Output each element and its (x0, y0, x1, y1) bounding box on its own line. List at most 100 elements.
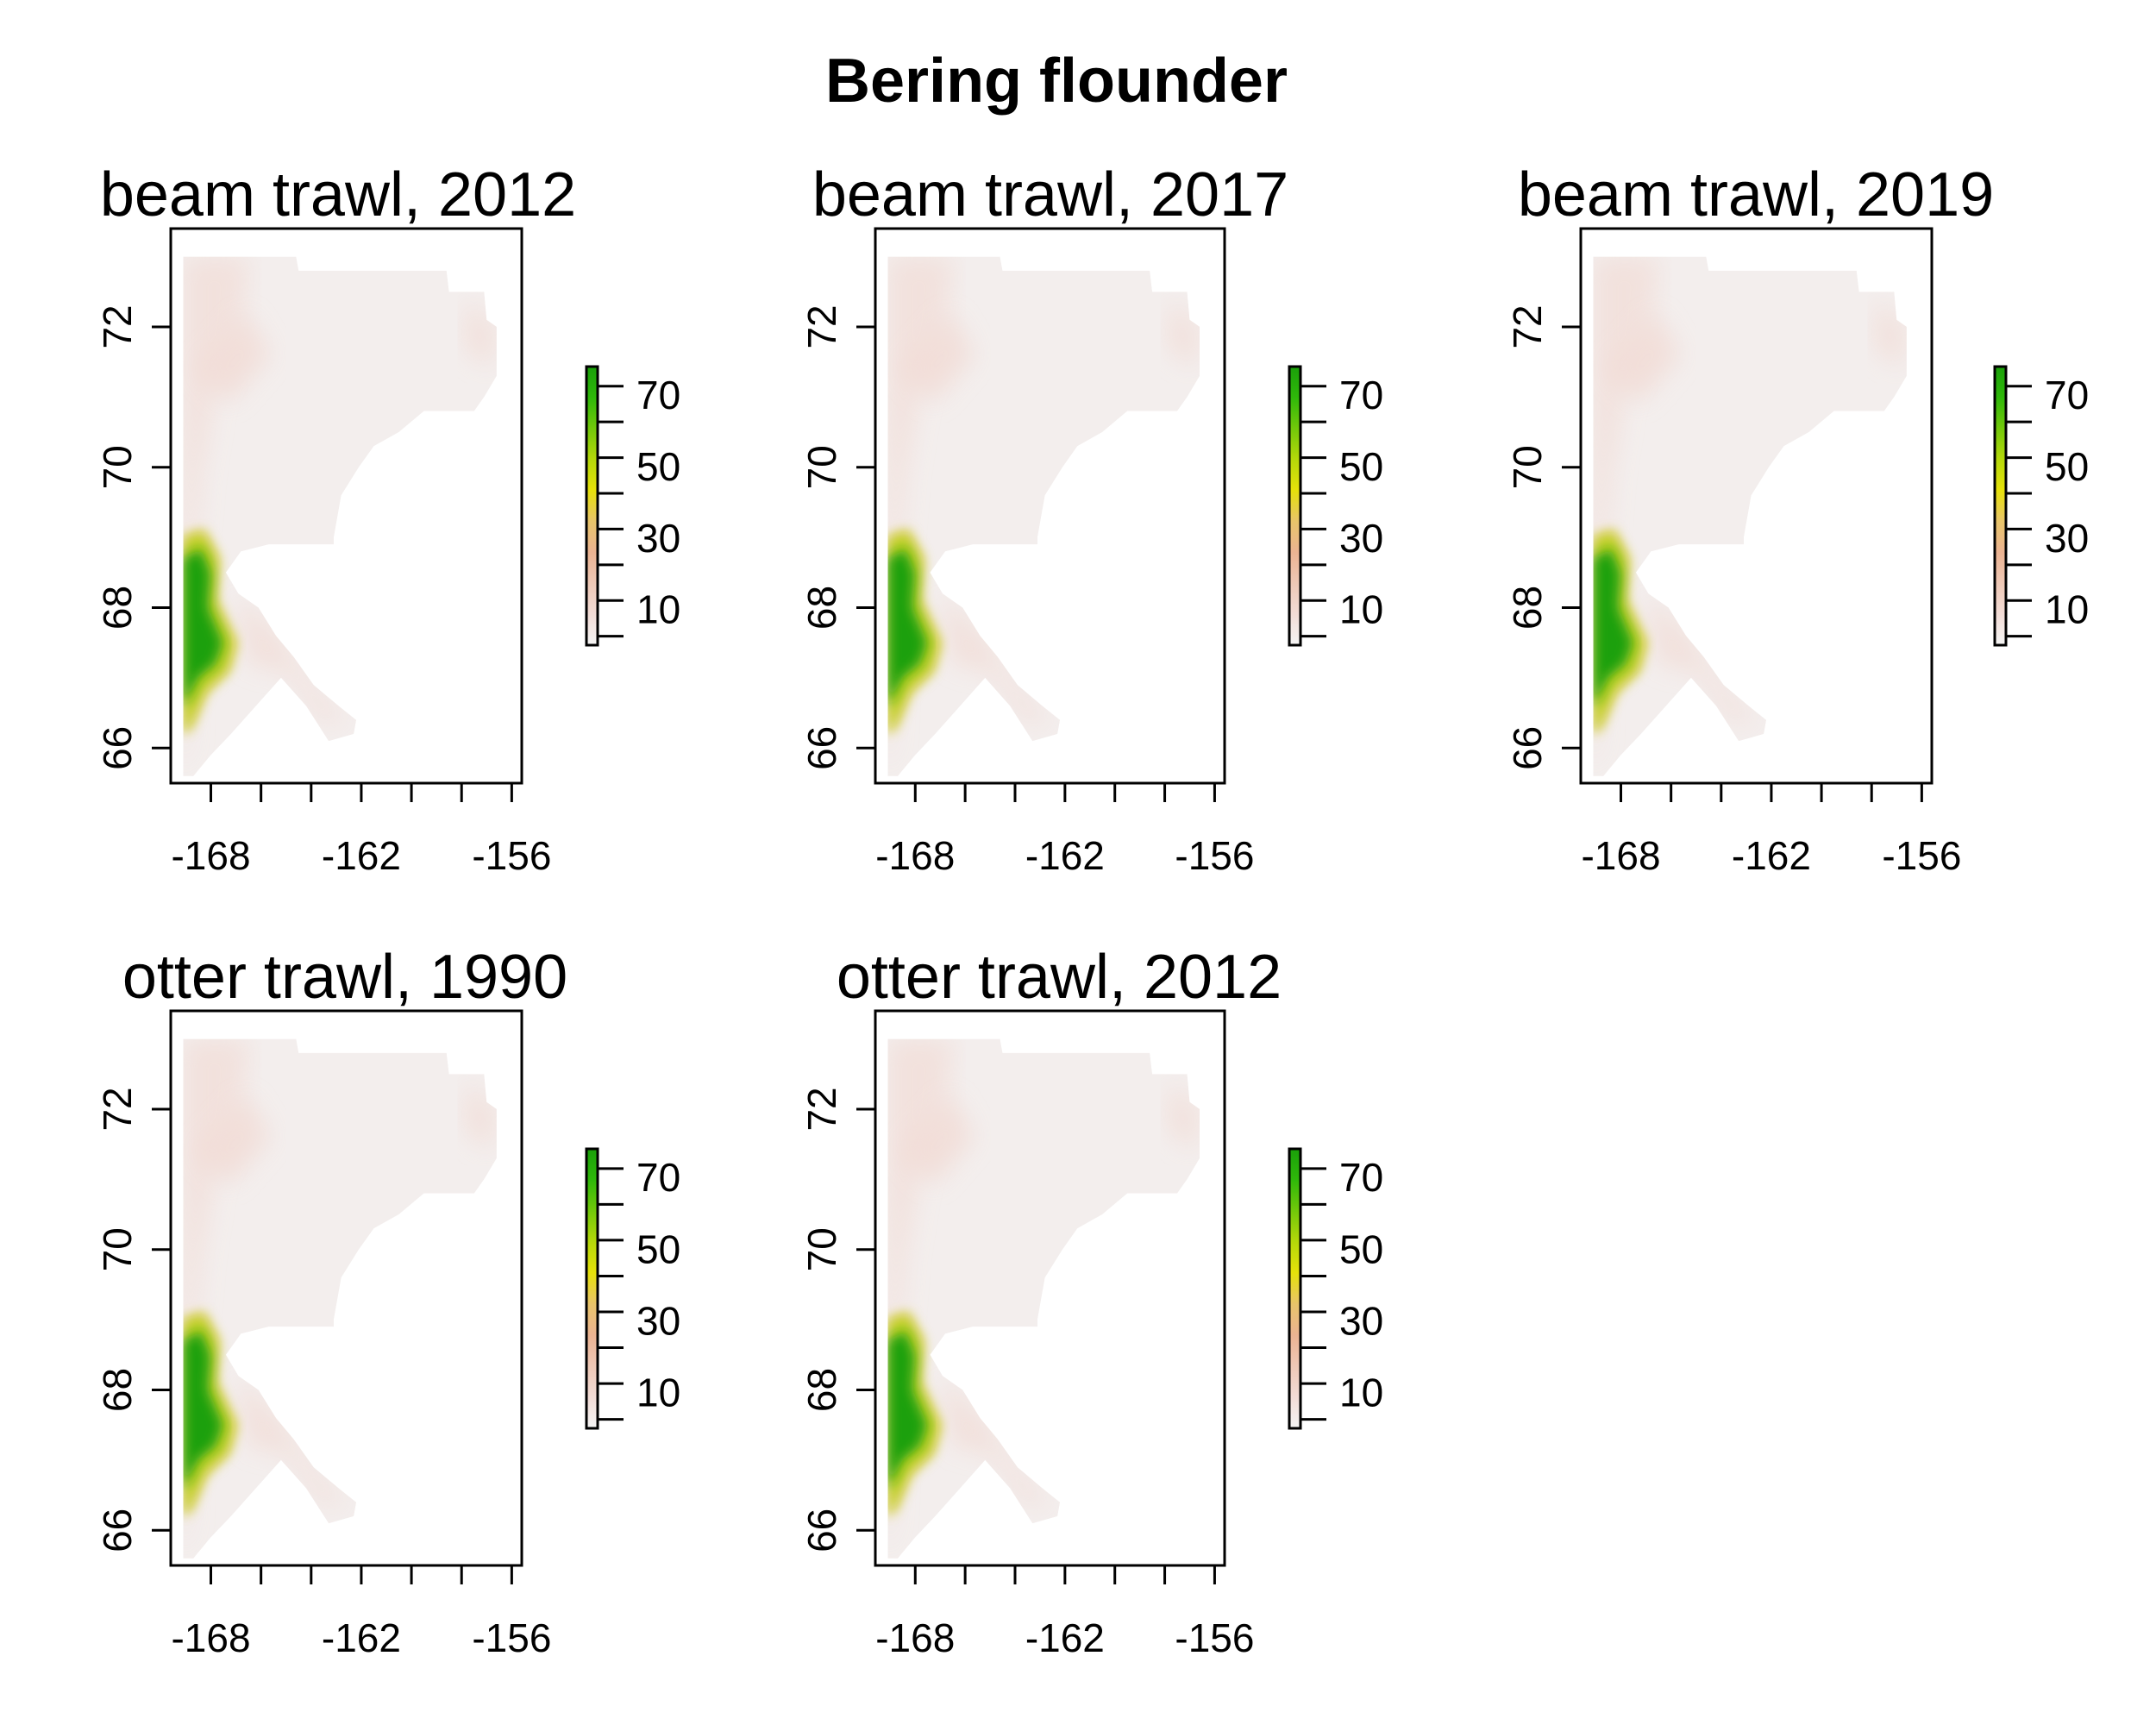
southeast-tail (940, 1376, 1053, 1509)
y-tick-label: 66 (799, 726, 844, 770)
heatmap-layer (171, 1011, 522, 1565)
x-axis: -168 -162 -156 (171, 783, 551, 878)
y-tick-label: 72 (95, 1087, 140, 1131)
y-tick-label: 70 (1505, 445, 1550, 489)
x-tick-label: -156 (1882, 833, 1961, 878)
northeast-patch (1167, 1081, 1200, 1151)
panel-5: otter trawl, 2012 -168 -162 -156 66 68 70 72 10 3… (799, 943, 1383, 1660)
panel-title: beam trawl, 2019 (1518, 160, 1994, 229)
legend-tick-label: 10 (2045, 587, 2089, 632)
legend-tick-label: 70 (1339, 373, 1383, 417)
north-patch (196, 1095, 272, 1187)
x-axis: -168 -162 -156 (171, 1565, 551, 1660)
x-tick-label: -162 (322, 1615, 401, 1660)
y-tick-label: 70 (799, 1227, 844, 1271)
panel-title: otter trawl, 1990 (122, 943, 567, 1012)
y-axis: 66 68 70 72 (799, 304, 875, 770)
panel-title: beam trawl, 2012 (100, 160, 576, 229)
y-tick-label: 68 (799, 586, 844, 630)
x-tick-label: -168 (1581, 833, 1660, 878)
panel-1: beam trawl, 2012 -168 -162 -156 66 68 70 72 10 30… (95, 160, 680, 878)
x-tick-label: -168 (875, 833, 955, 878)
panel-4: otter trawl, 1990 -168 -162 -156 66 68 70 72 10 3… (95, 943, 680, 1660)
y-axis: 66 68 70 72 (95, 1087, 171, 1552)
heatmap-layer (171, 229, 522, 783)
x-tick-label: -168 (171, 1615, 250, 1660)
panel-title: beam trawl, 2017 (812, 160, 1288, 229)
x-tick-label: -156 (1175, 1615, 1254, 1660)
legend-tick-label: 50 (636, 444, 680, 489)
x-tick-label: -168 (875, 1615, 955, 1660)
x-tick-label: -156 (472, 1615, 551, 1660)
northeast-patch (464, 298, 497, 369)
legend-tick-label: 50 (636, 1226, 680, 1271)
hotspot-core (183, 1330, 223, 1489)
southeast-tail (1645, 593, 1759, 727)
x-axis: -168 -162 -156 (875, 783, 1254, 878)
plot-frame (169, 1009, 523, 1567)
legend-tick-label: 10 (636, 587, 680, 632)
y-tick-label: 68 (1505, 586, 1550, 630)
y-tick-label: 68 (799, 1368, 844, 1412)
plot-frame (1579, 227, 1934, 785)
hotspot-core (887, 548, 928, 706)
plot-frame (874, 1009, 1226, 1567)
legend-tick-label: 30 (1339, 1298, 1383, 1343)
legend-tick-label: 10 (636, 1370, 680, 1414)
north-patch (899, 1095, 975, 1187)
legend-tick-label: 30 (636, 1298, 680, 1343)
north-patch (1606, 312, 1682, 405)
north-patch (196, 312, 272, 405)
legend-bar (585, 1147, 599, 1430)
x-axis: -168 -162 -156 (875, 1565, 1254, 1660)
y-tick-label: 66 (799, 1509, 844, 1552)
y-axis: 66 68 70 72 (1505, 304, 1581, 770)
y-axis: 66 68 70 72 (95, 304, 171, 770)
northeast-patch (1874, 298, 1907, 369)
legend-tick-label: 30 (1339, 516, 1383, 561)
color-legend: 10 30 50 70 (1993, 365, 2089, 647)
x-tick-label: -168 (171, 833, 250, 878)
x-axis: -168 -162 -156 (1581, 783, 1961, 878)
legend-tick-label: 70 (636, 373, 680, 417)
y-tick-label: 70 (95, 1227, 140, 1271)
heatmap-layer (875, 1011, 1225, 1565)
legend-tick-label: 30 (636, 516, 680, 561)
x-tick-label: -156 (472, 833, 551, 878)
northeast-patch (1167, 298, 1200, 369)
panel-3: beam trawl, 2019 -168 -162 -156 66 68 70 72 10 30… (1505, 160, 2089, 878)
figure-title: Bering flounder (825, 47, 1288, 116)
coastal-band (1593, 256, 1659, 776)
y-tick-label: 72 (95, 304, 140, 348)
coastal-band (887, 256, 953, 776)
hotspot-core (887, 1330, 928, 1489)
y-tick-label: 72 (799, 1087, 844, 1131)
y-axis: 66 68 70 72 (799, 1087, 875, 1552)
coastal-band (183, 256, 249, 776)
color-legend: 10 30 50 70 (585, 1147, 680, 1430)
legend-tick-label: 70 (1339, 1155, 1383, 1200)
y-tick-label: 72 (1505, 304, 1550, 348)
north-patch (899, 312, 975, 405)
heatmap-layer (875, 229, 1225, 783)
color-legend: 10 30 50 70 (1288, 1147, 1383, 1430)
y-tick-label: 70 (799, 445, 844, 489)
y-tick-label: 72 (799, 304, 844, 348)
legend-bar (1288, 365, 1302, 647)
coastal-band (183, 1038, 249, 1559)
legend-tick-label: 10 (1339, 1370, 1383, 1414)
x-tick-label: -162 (1732, 833, 1811, 878)
y-tick-label: 66 (1505, 726, 1550, 770)
legend-bar (1993, 365, 2008, 647)
legend-tick-label: 50 (1339, 1226, 1383, 1271)
southeast-tail (235, 1376, 349, 1509)
legend-tick-label: 10 (1339, 587, 1383, 632)
x-tick-label: -162 (1025, 1615, 1105, 1660)
x-tick-label: -162 (1025, 833, 1105, 878)
color-legend: 10 30 50 70 (585, 365, 680, 647)
y-tick-label: 66 (95, 726, 140, 770)
legend-bar (585, 365, 599, 647)
hotspot-core (1593, 548, 1633, 706)
y-tick-label: 70 (95, 445, 140, 489)
